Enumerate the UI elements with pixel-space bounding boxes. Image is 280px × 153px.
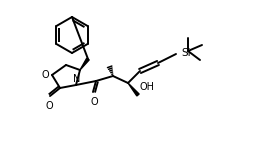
Text: O: O (41, 70, 49, 80)
Polygon shape (80, 58, 89, 70)
Text: Si: Si (181, 48, 191, 58)
Text: OH: OH (140, 82, 155, 92)
Text: O: O (90, 97, 98, 107)
Text: N: N (73, 74, 81, 84)
Text: O: O (45, 101, 53, 111)
Polygon shape (128, 83, 139, 96)
